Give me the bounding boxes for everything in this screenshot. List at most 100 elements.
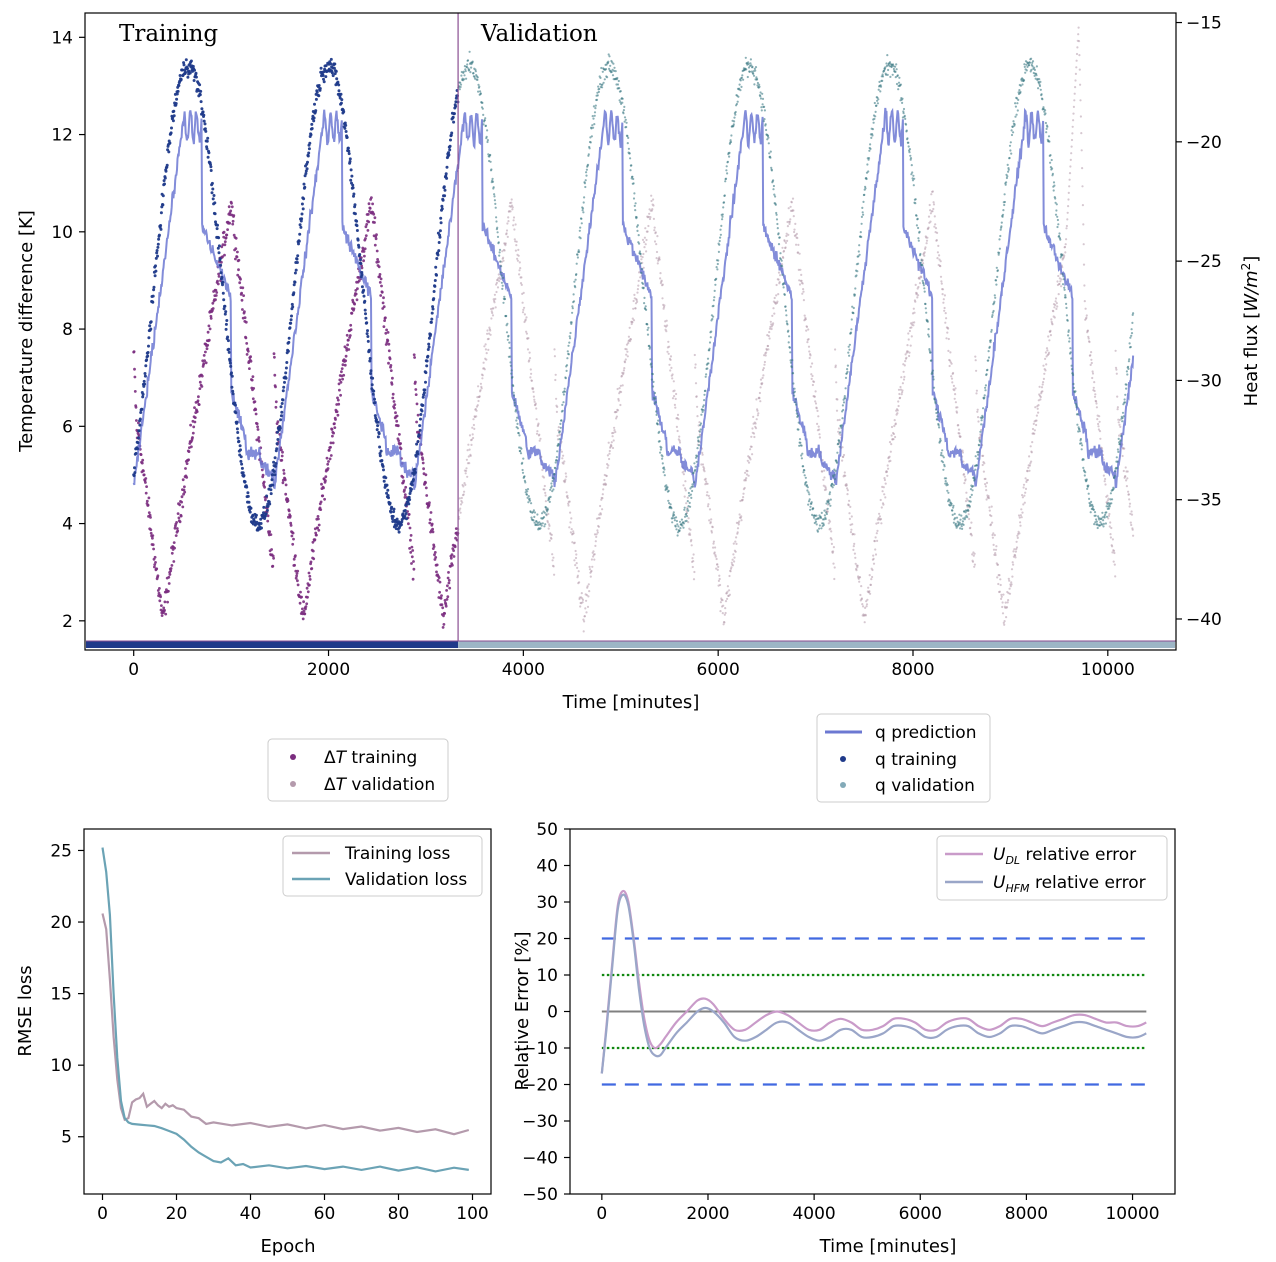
dt-point — [1016, 534, 1019, 537]
q-point — [581, 207, 585, 210]
q-point — [791, 372, 795, 375]
dt-point — [283, 478, 287, 482]
q-point — [917, 226, 920, 230]
dt-point — [528, 359, 531, 362]
dt-point — [806, 341, 809, 344]
dt-point — [533, 398, 536, 401]
q-point — [1012, 131, 1015, 134]
dt-point — [613, 429, 616, 432]
dt-point — [317, 528, 321, 532]
dt-point — [536, 430, 539, 433]
dt-point — [274, 405, 278, 409]
q-point — [952, 504, 955, 507]
dt-point — [439, 596, 443, 600]
dt-point — [1079, 115, 1082, 118]
q-point — [279, 418, 283, 422]
q-point — [948, 499, 951, 502]
dt-point — [604, 483, 608, 486]
dt-point — [529, 376, 532, 379]
q-point — [691, 489, 694, 493]
q-point — [472, 72, 475, 75]
q-point — [224, 310, 228, 314]
dt-point — [837, 430, 840, 433]
dt-point — [474, 408, 477, 411]
q-point — [484, 124, 487, 127]
dt-point — [830, 542, 834, 546]
q-point — [236, 431, 240, 434]
dt-point — [424, 473, 428, 477]
dt-point — [889, 459, 892, 462]
q-point — [174, 102, 178, 105]
dt-point — [848, 517, 852, 521]
dt-point — [462, 485, 465, 488]
dt-point — [843, 471, 846, 474]
dt-point — [1128, 505, 1131, 508]
q-point — [1044, 112, 1047, 115]
q-point — [662, 471, 665, 474]
q-point — [1033, 66, 1036, 69]
dt-point — [280, 448, 283, 452]
dt-point — [908, 351, 911, 354]
dt-point — [1068, 178, 1071, 181]
dt-point — [970, 534, 973, 537]
q-point — [503, 297, 507, 301]
q-point — [148, 324, 152, 328]
q-point — [857, 262, 860, 265]
q-point — [473, 77, 477, 80]
q-point — [427, 342, 431, 346]
dt-point — [876, 539, 879, 543]
dt-point — [728, 589, 731, 592]
q-point — [407, 502, 411, 506]
dt-point — [1049, 334, 1052, 337]
q-point — [619, 101, 622, 104]
dt-point — [834, 364, 837, 367]
dt-point — [362, 259, 365, 263]
dt-point — [528, 357, 532, 360]
q-point — [138, 417, 142, 421]
dt-point — [588, 568, 592, 571]
q-point — [435, 273, 438, 277]
dt-point — [868, 590, 871, 593]
dt-point — [517, 248, 520, 251]
q-point — [575, 262, 578, 265]
q-point — [633, 192, 636, 195]
dt-point — [383, 319, 386, 322]
q-point — [846, 368, 849, 371]
q-point — [728, 151, 731, 154]
dt-point — [412, 353, 416, 357]
dt-point — [611, 435, 614, 438]
dt-point — [722, 623, 725, 626]
dt-point — [1015, 546, 1019, 549]
dt-point — [1117, 421, 1120, 424]
dt-point — [560, 450, 564, 453]
q-point — [831, 486, 834, 489]
dt-point — [301, 617, 305, 621]
dt-point — [217, 272, 221, 276]
dt-point — [880, 522, 883, 525]
q-point — [281, 389, 285, 393]
dt-point — [547, 512, 550, 516]
q-point — [186, 75, 190, 79]
q-point — [436, 253, 440, 257]
dt-point — [276, 420, 280, 424]
dt-point — [818, 428, 821, 431]
q-point — [138, 423, 142, 427]
q-point — [897, 81, 901, 84]
dt-point — [342, 373, 346, 377]
q-point — [804, 476, 807, 479]
dt-point — [504, 242, 507, 245]
dt-point — [732, 542, 735, 545]
q-point — [776, 222, 779, 226]
dt-point — [773, 312, 776, 315]
q-point — [785, 314, 788, 317]
dt-point — [187, 458, 191, 462]
dt-point — [209, 317, 213, 320]
dt-point — [902, 370, 905, 373]
q-point — [283, 380, 286, 384]
dt-point — [144, 491, 148, 495]
q-point — [683, 515, 687, 518]
dt-point — [1111, 538, 1114, 541]
q-point — [287, 336, 291, 340]
q-point — [198, 83, 202, 87]
q-point — [241, 471, 245, 475]
